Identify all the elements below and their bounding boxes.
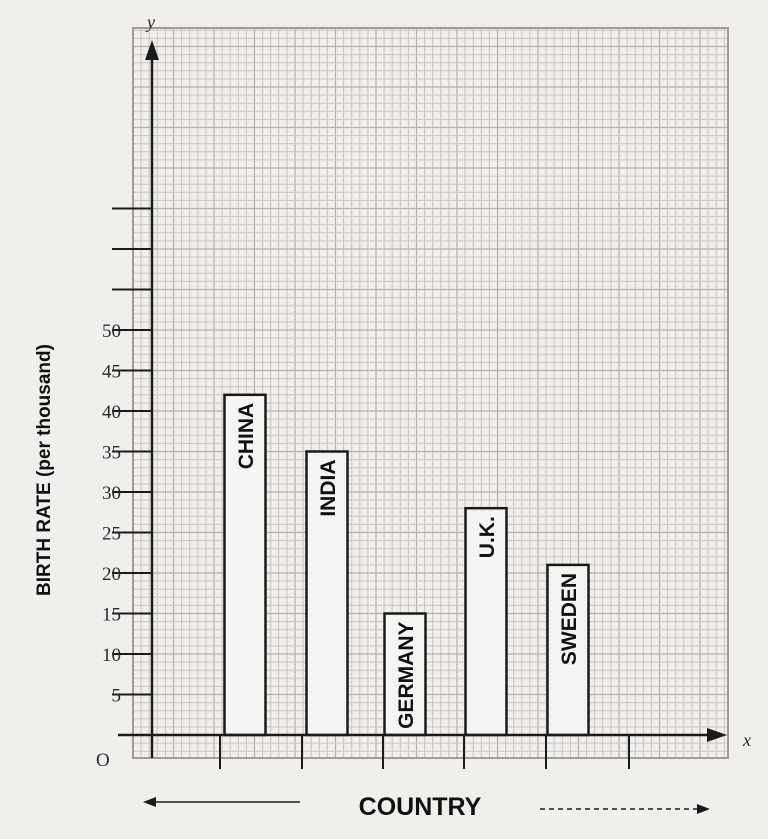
y-tick-label: 25	[102, 524, 121, 545]
y-tick-label: 35	[102, 443, 121, 464]
bar-uk	[464, 506, 508, 737]
y-tick-label: 40	[102, 402, 121, 423]
y-axis-letter: y	[145, 12, 155, 32]
y-axis-title: BIRTH RATE (per thousand)	[34, 344, 55, 596]
x-axis-letter: x	[742, 730, 751, 750]
bar-label-sweden: SWEDEN	[558, 573, 581, 665]
graph-paper-grid	[132, 28, 728, 758]
bar-sweden	[546, 563, 590, 737]
y-axis-arrowhead	[145, 40, 159, 60]
bar-india	[305, 450, 349, 737]
x-ticks-group	[219, 735, 630, 769]
bars-group	[223, 393, 590, 737]
bar-germany	[383, 612, 427, 737]
x-axis-arrowhead	[707, 728, 727, 742]
bar-label-germany: GERMANY	[395, 622, 418, 729]
x-title-right-arrowhead	[697, 804, 710, 814]
y-tick-label: 50	[102, 321, 121, 342]
grid-frame	[132, 27, 729, 759]
bar-label-china: CHINA	[235, 403, 258, 470]
y-tick-label: 20	[102, 564, 121, 585]
x-title-left-arrowhead	[143, 797, 156, 807]
bar-labels-group: CHINA INDIA GERMANY U.K. SWEDEN	[235, 403, 581, 729]
bar-label-india: INDIA	[317, 460, 340, 517]
y-tick-label: 15	[102, 605, 121, 626]
y-tick-label: 5	[112, 686, 122, 707]
bar-china	[223, 393, 267, 737]
x-axis-title: COUNTRY	[359, 793, 482, 821]
origin-label: O	[96, 750, 110, 771]
y-tick-label: 10	[102, 645, 121, 666]
y-ticks-group: 5 10 15 20 25 30 35 40 45 50	[102, 207, 152, 707]
y-tick-label: 30	[102, 483, 121, 504]
y-tick-label: 45	[102, 362, 121, 383]
bar-label-uk: U.K.	[476, 516, 499, 558]
